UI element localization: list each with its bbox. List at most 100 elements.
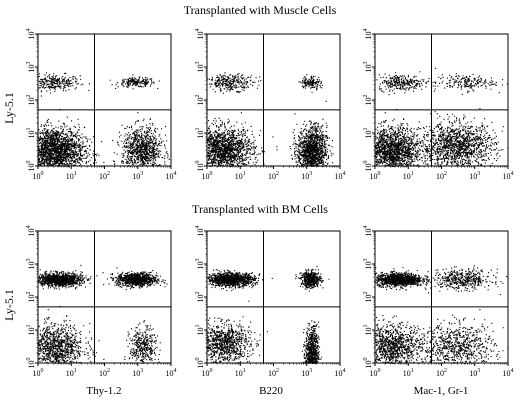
x-axis-label-b220: B220 bbox=[259, 385, 283, 397]
population-4 bbox=[289, 100, 335, 167]
population-1 bbox=[376, 71, 435, 96]
population-points bbox=[298, 74, 323, 93]
x-tick-label: 100 bbox=[33, 368, 44, 378]
x-tick-label: 101 bbox=[403, 171, 414, 181]
population-points bbox=[295, 266, 330, 292]
x-tick-label: 102 bbox=[436, 368, 447, 378]
x-tick-label: 104 bbox=[166, 171, 177, 181]
x-tick-label: 101 bbox=[235, 171, 246, 181]
y-tick-label: 103 bbox=[195, 62, 205, 73]
x-tick-label: 104 bbox=[335, 171, 346, 181]
x-tick-label: 100 bbox=[33, 171, 44, 181]
x-tick-label: 102 bbox=[436, 171, 447, 181]
population-points bbox=[375, 315, 431, 364]
population-4 bbox=[401, 108, 509, 168]
scatter-panels: 100 101 102 103 104 100 101 102 103 104 100 101 102 1… bbox=[26, 29, 514, 379]
x-axis-label-mac1-gr1: Mac-1, Gr-1 bbox=[414, 385, 469, 397]
x-tick-label: 104 bbox=[166, 368, 177, 378]
population-points bbox=[38, 305, 105, 364]
y-tick-label: 103 bbox=[363, 62, 373, 73]
scatter-panel-2: 100 101 102 103 104 100 101 102 103 104 bbox=[195, 29, 346, 182]
population-1 bbox=[375, 267, 438, 291]
population-2 bbox=[295, 266, 330, 292]
y-tick-label: 103 bbox=[26, 62, 36, 73]
population-4 bbox=[401, 309, 509, 364]
population-points bbox=[38, 108, 105, 167]
scatter-panel-1: 100 101 102 103 104 100 101 102 103 104 bbox=[26, 29, 177, 182]
population-points bbox=[401, 309, 509, 364]
population-points bbox=[109, 74, 160, 90]
x-tick-label: 100 bbox=[202, 171, 213, 181]
population-points bbox=[301, 320, 323, 365]
population-points bbox=[419, 265, 508, 296]
y-tick-label: 100 bbox=[26, 358, 36, 369]
x-tick-label: 101 bbox=[66, 171, 77, 181]
event-dots bbox=[38, 72, 170, 167]
x-tick-label: 104 bbox=[335, 368, 346, 378]
population-points bbox=[207, 300, 268, 365]
population-points bbox=[207, 112, 278, 168]
y-tick-label: 102 bbox=[195, 292, 205, 303]
population-3 bbox=[375, 108, 457, 167]
y-tick-label: 104 bbox=[363, 226, 373, 237]
x-tick-label: 100 bbox=[370, 171, 381, 181]
population-points bbox=[375, 108, 457, 167]
population-points bbox=[124, 320, 161, 364]
y-tick-label: 100 bbox=[26, 161, 36, 172]
x-tick-label: 101 bbox=[235, 368, 246, 378]
event-dots bbox=[207, 266, 330, 365]
population-4 bbox=[124, 320, 161, 364]
x-tick-label: 103 bbox=[469, 171, 480, 181]
y-tick-label: 100 bbox=[195, 358, 205, 369]
x-tick-label: 103 bbox=[132, 368, 143, 378]
population-1 bbox=[207, 72, 262, 94]
x-tick-label: 102 bbox=[99, 171, 110, 181]
x-tick-label: 102 bbox=[268, 368, 279, 378]
x-tick-label: 103 bbox=[132, 171, 143, 181]
population-points bbox=[38, 264, 98, 290]
population-1 bbox=[38, 264, 98, 290]
population-points bbox=[375, 267, 438, 291]
population-points bbox=[401, 108, 509, 168]
x-tick-label: 100 bbox=[370, 368, 381, 378]
y-axis-label-row-2: Ly-5.1 bbox=[2, 289, 16, 321]
population-points bbox=[38, 72, 90, 97]
population-2 bbox=[298, 74, 323, 93]
row-title-muscle: Transplanted with Muscle Cells bbox=[184, 3, 337, 17]
y-tick-label: 101 bbox=[363, 325, 373, 336]
y-tick-label: 104 bbox=[363, 29, 373, 40]
population-points bbox=[112, 112, 170, 167]
x-tick-label: 104 bbox=[503, 171, 514, 181]
y-tick-label: 103 bbox=[363, 259, 373, 270]
population-2 bbox=[428, 67, 508, 95]
population-4 bbox=[301, 320, 323, 365]
population-1 bbox=[38, 72, 90, 97]
y-tick-label: 100 bbox=[363, 358, 373, 369]
x-tick-label: 100 bbox=[202, 368, 213, 378]
y-tick-label: 101 bbox=[195, 128, 205, 139]
event-dots bbox=[375, 67, 509, 168]
population-2 bbox=[109, 74, 160, 90]
x-axis-label-thy12: Thy-1.2 bbox=[86, 385, 121, 397]
population-points bbox=[428, 67, 508, 95]
y-tick-label: 100 bbox=[195, 161, 205, 172]
y-tick-label: 103 bbox=[195, 259, 205, 270]
x-tick-label: 102 bbox=[99, 368, 110, 378]
event-dots bbox=[375, 265, 509, 364]
x-tick-label: 102 bbox=[268, 171, 279, 181]
scatter-panel-4: 100 101 102 103 104 100 101 102 103 104 bbox=[26, 226, 177, 379]
population-1 bbox=[207, 269, 273, 292]
scatter-panel-6: 100 101 102 103 104 100 101 102 103 104 bbox=[363, 226, 514, 379]
population-3 bbox=[207, 300, 268, 365]
x-tick-label: 101 bbox=[403, 368, 414, 378]
x-tick-label: 104 bbox=[503, 368, 514, 378]
population-2 bbox=[419, 265, 508, 296]
scatter-panel-5: 100 101 102 103 104 100 101 102 103 104 bbox=[195, 226, 346, 379]
y-tick-label: 104 bbox=[195, 29, 205, 40]
population-3 bbox=[375, 315, 431, 364]
x-tick-label: 103 bbox=[469, 368, 480, 378]
x-tick-label: 103 bbox=[301, 171, 312, 181]
event-dots bbox=[38, 264, 168, 364]
y-tick-label: 103 bbox=[26, 259, 36, 270]
